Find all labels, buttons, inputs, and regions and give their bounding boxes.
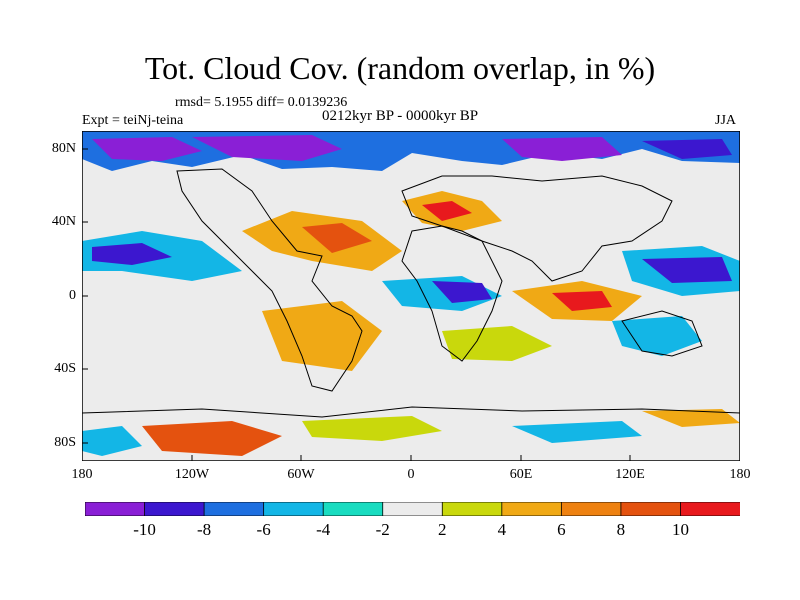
colorbar-label: 4 xyxy=(497,520,507,539)
experiment-label: Expt = teiNj-teina xyxy=(82,113,184,128)
stats-text: rmsd= 5.1955 diff= 0.0139236 xyxy=(175,95,348,110)
colorbar-label: -8 xyxy=(196,520,212,539)
x-tick-label: 120E xyxy=(615,467,645,482)
colorbar-label: -2 xyxy=(375,520,390,539)
region-southern-red xyxy=(142,421,282,456)
colorbar-swatch xyxy=(680,502,740,516)
colorbar-swatch xyxy=(620,502,682,516)
region-s-indian-yellow xyxy=(442,326,552,361)
region-arctic-purple-1 xyxy=(92,137,202,161)
y-tick-label: 40N xyxy=(51,214,76,229)
region-arctic-purple-3 xyxy=(502,137,622,161)
region-arctic-purple-2 xyxy=(192,135,342,161)
coast-americas xyxy=(176,168,363,392)
region-pacific-blue xyxy=(92,243,172,265)
y-tick-label: 0 xyxy=(69,288,76,303)
colorbar-label: -6 xyxy=(256,520,271,539)
region-southern-cyan-1 xyxy=(82,426,142,456)
region-arctic-blue-2 xyxy=(642,139,732,159)
y-tick-label: 80N xyxy=(51,141,76,156)
colorbar-swatch xyxy=(441,502,503,516)
colorbar-label: 2 xyxy=(438,520,447,539)
colorbar-swatch xyxy=(501,502,563,516)
region-indian-red xyxy=(552,291,612,311)
region-australia-cyan xyxy=(612,316,702,356)
y-tick-label: 80S xyxy=(54,435,76,450)
colorbar-swatch xyxy=(382,502,444,516)
axis-ticks xyxy=(82,148,631,461)
page-title: Tot. Cloud Cov. (random overlap, in %) xyxy=(144,50,656,86)
x-tick-label: 180 xyxy=(729,467,751,482)
region-southern-cyan-2 xyxy=(512,421,642,443)
region-eq-atl-blue xyxy=(432,281,492,303)
region-southern-yellow xyxy=(302,416,442,441)
y-tick-label: 40S xyxy=(54,361,76,376)
region-s-atl-orange xyxy=(262,301,382,371)
coast-australia xyxy=(621,310,703,357)
colorbar-swatch xyxy=(144,502,205,516)
region-europe-red xyxy=(422,201,472,221)
colorbar-label: 6 xyxy=(557,520,566,539)
colorbar-swatch xyxy=(85,502,146,516)
coast-africa xyxy=(401,225,503,362)
colorbar-label: 8 xyxy=(616,520,626,539)
colorbar-label: 10 xyxy=(671,520,689,539)
colorbar-label: -10 xyxy=(133,520,156,539)
colorbar-swatch xyxy=(203,502,265,516)
x-tick-label: 0 xyxy=(407,467,415,482)
map-plot xyxy=(82,131,740,461)
subtitle: 0212kyr BP - 0000kyr BP xyxy=(322,108,479,124)
colorbar-swatch xyxy=(263,502,325,516)
coast-eurasia xyxy=(401,175,673,282)
colorbar xyxy=(85,502,740,516)
x-tick-label: 180 xyxy=(71,467,93,482)
colorbar-swatch xyxy=(322,502,384,516)
anomaly-fields xyxy=(82,131,740,461)
colorbar-label: -4 xyxy=(316,520,331,539)
coast-antarctica xyxy=(82,406,740,418)
x-tick-label: 60W xyxy=(287,467,315,482)
region-southern-orange xyxy=(642,409,740,427)
season-label: JJA xyxy=(715,113,737,128)
x-tick-label: 120W xyxy=(174,467,210,482)
region-natl-red xyxy=(302,223,372,253)
x-tick-label: 60E xyxy=(509,467,533,482)
colorbar-swatch xyxy=(560,502,622,516)
coastlines xyxy=(82,168,740,418)
region-wpac-blue xyxy=(642,257,732,283)
